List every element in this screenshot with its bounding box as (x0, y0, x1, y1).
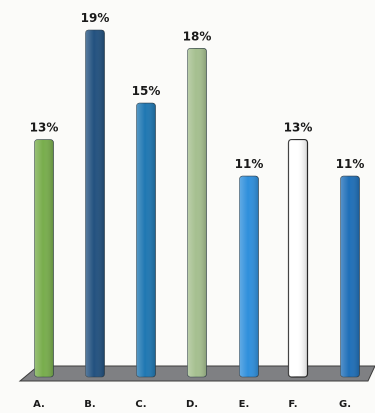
bar-shading-4 (187, 48, 207, 378)
value-label-2: 19% (81, 11, 110, 25)
value-label-7: 11% (336, 157, 365, 171)
category-label-5: E. (239, 399, 250, 410)
bar-shading-5 (239, 176, 259, 377)
bars-group (34, 29, 360, 378)
category-label-7: G. (339, 399, 351, 410)
category-label-2: B. (84, 399, 95, 410)
bar-shading-6 (288, 139, 308, 377)
value-label-4: 18% (183, 29, 212, 43)
bar-shading-2 (85, 30, 105, 377)
bar-shading-1 (34, 139, 54, 377)
category-label-1: A. (33, 399, 45, 410)
category-label-6: F. (288, 399, 297, 410)
category-label-3: C. (135, 399, 146, 410)
bar-shading-7 (340, 176, 360, 377)
value-label-1: 13% (30, 121, 59, 135)
value-labels-group: 13% 19% 15% 18% 11% 13% 11% (30, 11, 365, 171)
category-labels-group: A. B. C. D. E. F. G. (33, 399, 351, 410)
value-label-5: 11% (235, 157, 264, 171)
value-label-3: 15% (132, 84, 161, 98)
value-label-6: 13% (284, 121, 313, 135)
bar-shading-3 (136, 103, 156, 377)
category-label-4: D. (186, 399, 198, 410)
